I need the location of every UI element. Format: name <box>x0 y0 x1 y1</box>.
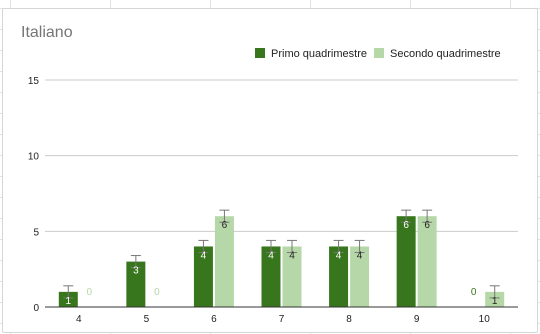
bar-primo-7[interactable] <box>261 246 281 307</box>
data-label-primo-6: 4 <box>201 250 207 261</box>
bar-primo-8[interactable] <box>329 246 349 307</box>
bar-secondo-9[interactable] <box>417 216 437 307</box>
data-labels: 1 0 3 0 4 6 4 4 4 4 6 6 0 1 <box>66 220 498 307</box>
x-tick-label-6: 6 <box>211 314 217 325</box>
bar-secondo-10[interactable] <box>485 291 505 307</box>
data-label-secondo-5: 0 <box>154 287 160 298</box>
y-tick-label-5: 5 <box>33 227 39 238</box>
data-label-secondo-10: 1 <box>492 296 498 307</box>
x-tick-label-8: 8 <box>346 314 352 325</box>
bar-secondo-8[interactable] <box>350 246 370 307</box>
legend-label-secondo: Secondo quadrimestre <box>390 48 501 60</box>
data-label-primo-5: 3 <box>133 266 139 277</box>
data-label-primo-8: 4 <box>336 250 342 261</box>
gridlines <box>45 79 518 232</box>
data-label-primo-9: 6 <box>403 220 409 231</box>
x-tick-label-4: 4 <box>76 314 82 325</box>
legend: Primo quadrimestre Secondo quadrimestre <box>255 48 501 60</box>
bar-primo-5[interactable] <box>126 261 146 307</box>
chart-title: Italiano <box>21 24 73 41</box>
x-tick-label-5: 5 <box>144 314 150 325</box>
legend-label-primo: Primo quadrimestre <box>271 48 367 60</box>
bar-chart: Italiano Primo quadrimestre Secondo quad… <box>21 24 518 325</box>
bar-primo-9[interactable] <box>396 216 416 307</box>
bar-secondo-6[interactable] <box>214 216 234 307</box>
y-tick-label-0: 0 <box>33 303 39 314</box>
error-bars <box>63 209 500 299</box>
data-label-secondo-7: 4 <box>289 250 295 261</box>
chart-card[interactable]: Italiano Primo quadrimestre Secondo quad… <box>2 8 538 333</box>
data-label-secondo-4: 0 <box>87 287 93 298</box>
data-label-secondo-6: 6 <box>222 220 228 231</box>
x-tick-label-7: 7 <box>279 314 285 325</box>
data-label-secondo-8: 4 <box>357 250 363 261</box>
bar-primo-4[interactable] <box>58 291 78 307</box>
y-tick-label-10: 10 <box>28 152 40 163</box>
data-label-primo-7: 4 <box>268 250 274 261</box>
bar-secondo-7[interactable] <box>282 246 302 307</box>
legend-swatch-secondo <box>374 48 384 58</box>
data-label-primo-10: 0 <box>471 287 477 298</box>
data-label-primo-4: 1 <box>66 296 72 307</box>
data-label-secondo-9: 6 <box>424 220 430 231</box>
y-tick-label-15: 15 <box>28 76 40 87</box>
legend-swatch-primo <box>255 48 265 58</box>
x-tick-label-9: 9 <box>414 314 420 325</box>
x-tick-label-10: 10 <box>479 314 491 325</box>
bars <box>58 216 505 307</box>
bar-primo-6[interactable] <box>193 246 213 307</box>
